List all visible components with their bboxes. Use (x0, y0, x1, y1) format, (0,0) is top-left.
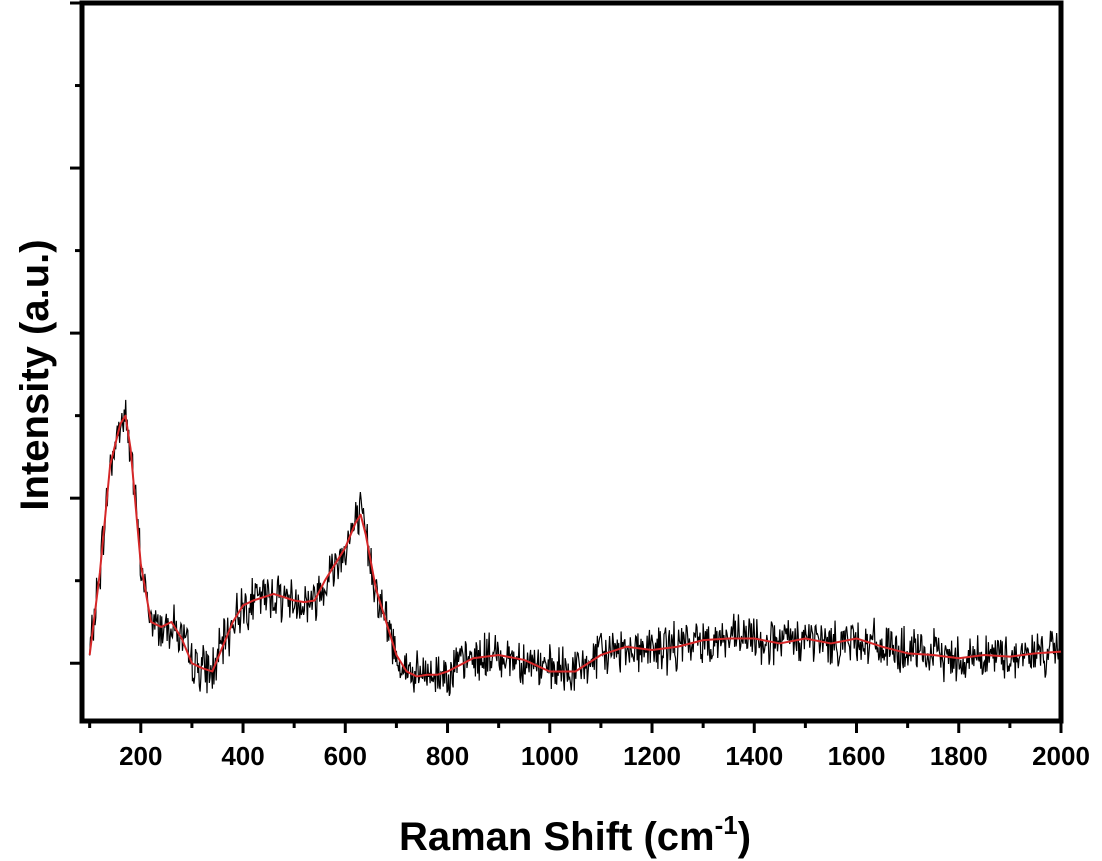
x-axis-title: Raman Shift (cm-1) (399, 810, 751, 859)
y-axis-ticks (70, 1, 82, 665)
x-tick-label: 1400 (725, 741, 783, 771)
x-tick-label: 1600 (828, 741, 886, 771)
series-smoothed-line (88, 414, 1062, 678)
x-axis-title-close: ) (738, 815, 751, 859)
x-tick-label: 400 (221, 741, 264, 771)
y-axis-title: Intensity (a.u.) (13, 239, 57, 510)
x-axis-tick-labels: 200 400 600 800 1000 1200 1400 1600 1800 2000 (119, 741, 1090, 771)
x-tick-label: 800 (426, 741, 469, 771)
x-tick-label: 1000 (521, 741, 579, 771)
x-tick-label: 2000 (1032, 741, 1090, 771)
x-axis-title-superscript: -1 (715, 810, 738, 840)
series-layer (88, 399, 1062, 697)
x-tick-label: 200 (119, 741, 162, 771)
series-raw-line (89, 399, 1062, 697)
x-tick-label: 1800 (930, 741, 988, 771)
x-tick-label: 1200 (623, 741, 681, 771)
x-axis-ticks (88, 721, 1063, 733)
x-axis-title-main: Raman Shift (cm (399, 815, 715, 859)
plot-frame (79, 0, 1064, 724)
x-tick-label: 600 (324, 741, 367, 771)
